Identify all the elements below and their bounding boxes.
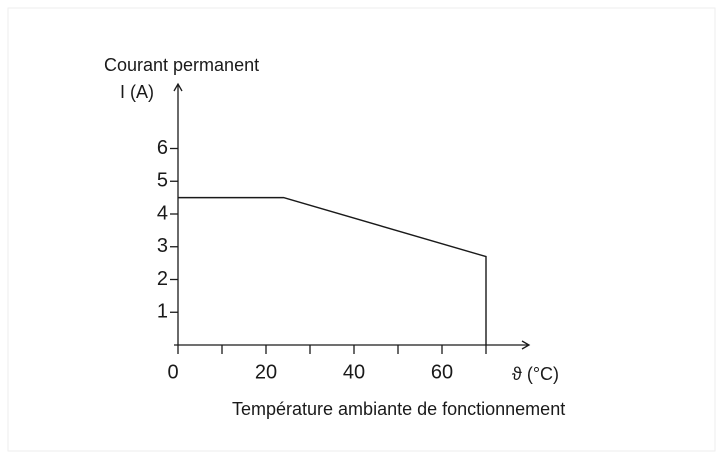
y-tick-label: 5 [157,170,168,192]
y-tick-label: 1 [157,301,168,323]
x-tick-label: 0 [167,361,178,383]
x-axis-unit: ϑ (°C) [512,364,559,384]
y-axis-label: Courant permanent [104,55,259,75]
derating-line [178,196,487,345]
y-tick-label: 3 [157,235,168,257]
x-tick-label: 40 [343,361,365,383]
y-axis-unit: I (A) [120,82,154,102]
x-tick-label: 60 [431,361,453,383]
frame [7,7,716,452]
x-axis-label: Température ambiante de fonctionnement [232,399,565,419]
y-axis-arrow [173,82,183,92]
y-tick-label: 6 [157,137,168,159]
x-axis-arrow [521,340,531,350]
x-tick-label: 20 [255,361,277,383]
y-tick-label: 2 [157,268,168,290]
y-tick-label: 4 [157,202,168,224]
